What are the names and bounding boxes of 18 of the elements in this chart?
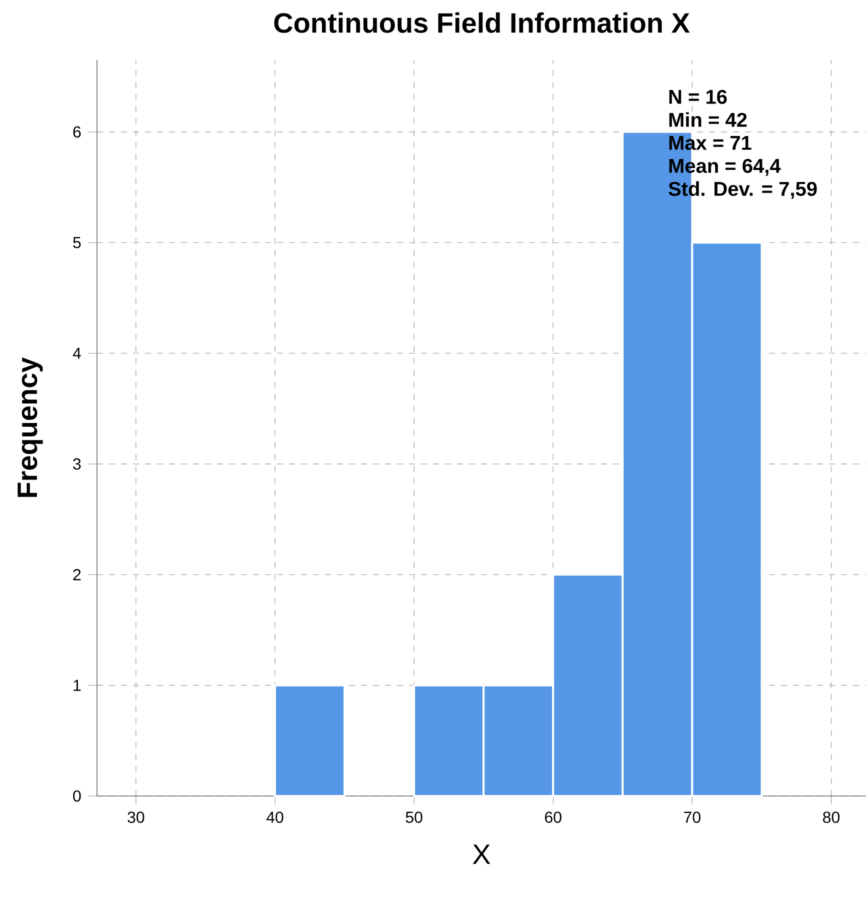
x-tick-label: 60 [545,812,562,823]
y-tick-label: 0 [73,790,81,802]
y-tick-label: 3 [73,458,81,470]
y-tick-label: 2 [73,569,81,580]
y-tick-label: 4 [72,348,81,359]
y-axis-title: Frequency [18,357,43,497]
x-tick-label: 80 [823,812,840,823]
annotation: Min = 42 [669,112,747,127]
y-tick-label: 6 [73,126,81,138]
x-tick-label: 50 [406,812,422,823]
x-tick-label: 30 [128,812,144,823]
x-tick-label: 40 [266,812,284,823]
y-tick-label: 5 [73,237,81,248]
x-tick-label: 70 [684,812,700,823]
annotation: N = 16 [669,90,727,104]
chart-title: Continuous Field Information X [274,12,690,33]
y-tick-label: 1 [74,680,81,691]
x-axis-title: X [472,844,490,864]
